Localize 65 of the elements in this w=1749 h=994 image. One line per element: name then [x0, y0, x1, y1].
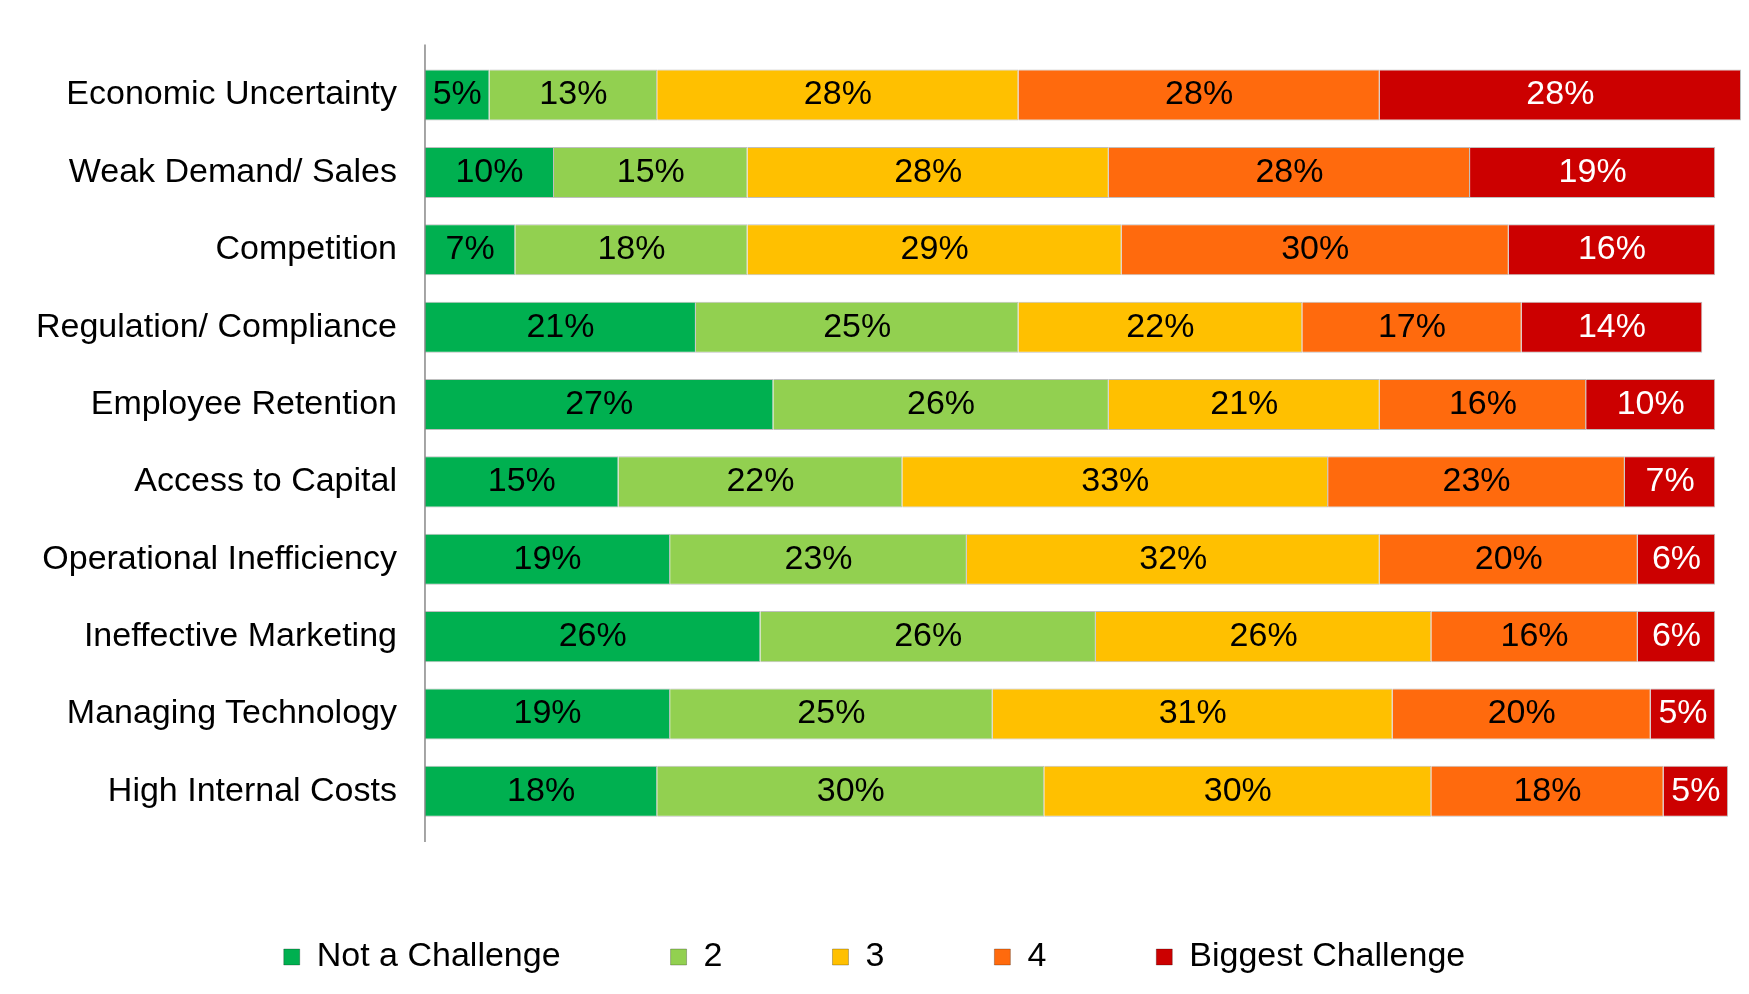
data-label: 21%	[1210, 382, 1279, 421]
data-label: 6%	[1651, 537, 1702, 576]
data-label: 7%	[445, 228, 495, 267]
data-label: 25%	[797, 692, 866, 731]
data-label: 28%	[1165, 73, 1234, 112]
data-label: 22%	[726, 460, 795, 499]
data-label: 7%	[1645, 460, 1695, 499]
data-label: 33%	[1081, 460, 1150, 499]
data-label: 25%	[823, 305, 892, 344]
data-label: 23%	[1442, 460, 1511, 499]
y-tick-label: Regulation/ Compliance	[36, 305, 397, 344]
legend-label: 2	[703, 935, 723, 974]
data-label: 26%	[1229, 614, 1298, 653]
data-label: 14%	[1577, 305, 1647, 344]
data-label: 30%	[1203, 769, 1272, 808]
data-label: 28%	[1526, 73, 1595, 112]
data-label: 10%	[455, 150, 524, 189]
legend-label: 3	[865, 935, 885, 974]
legend-label: Biggest Challenge	[1189, 935, 1466, 974]
data-label: 27%	[565, 382, 634, 421]
data-label: 20%	[1487, 692, 1556, 731]
legend-label: Not a Challenge	[316, 935, 561, 974]
data-label: 18%	[597, 228, 666, 267]
data-label: 30%	[816, 769, 885, 808]
data-label: 23%	[784, 537, 853, 576]
data-label: 10%	[1616, 382, 1685, 421]
data-label: 16%	[1448, 382, 1517, 421]
data-label: 26%	[907, 382, 976, 421]
legend-label: 4	[1027, 935, 1047, 974]
y-tick-label: Operational Inefficiency	[42, 537, 397, 576]
data-label: 15%	[616, 150, 685, 189]
data-label: 6%	[1651, 614, 1702, 653]
data-label: 18%	[1513, 769, 1582, 808]
data-label: 28%	[803, 73, 872, 112]
y-tick-label: Weak Demand/ Sales	[68, 150, 397, 189]
data-label: 16%	[1577, 228, 1647, 267]
y-tick-label: Ineffective Marketing	[83, 614, 397, 653]
data-label: 19%	[513, 692, 582, 731]
data-label: 16%	[1500, 614, 1569, 653]
data-label: 20%	[1474, 537, 1543, 576]
data-label: 28%	[1255, 150, 1324, 189]
y-tick-label: Managing Technology	[66, 692, 397, 731]
data-label: 18%	[507, 769, 576, 808]
y-tick-label: Access to Capital	[134, 460, 397, 499]
data-label: 22%	[1126, 305, 1195, 344]
data-label: 26%	[558, 614, 627, 653]
data-label: 21%	[526, 305, 595, 344]
data-label: 28%	[894, 150, 963, 189]
data-label: 5%	[1658, 692, 1708, 731]
data-label: 32%	[1139, 537, 1208, 576]
data-label: 30%	[1281, 228, 1350, 267]
data-label: 19%	[513, 537, 582, 576]
y-tick-label: Economic Uncertainty	[66, 73, 397, 112]
y-tick-label: High Internal Costs	[107, 769, 397, 808]
data-label: 15%	[487, 460, 556, 499]
y-tick-label: Competition	[215, 228, 397, 267]
data-label: 31%	[1158, 692, 1227, 731]
data-label: 13%	[539, 73, 608, 112]
data-label: 29%	[900, 228, 969, 267]
data-label: 26%	[894, 614, 963, 653]
y-tick-label: Employee Retention	[90, 382, 397, 421]
data-label: 17%	[1377, 305, 1447, 344]
data-label: 5%	[1671, 769, 1721, 808]
data-label: 5%	[432, 73, 482, 112]
data-label: 19%	[1558, 150, 1627, 189]
